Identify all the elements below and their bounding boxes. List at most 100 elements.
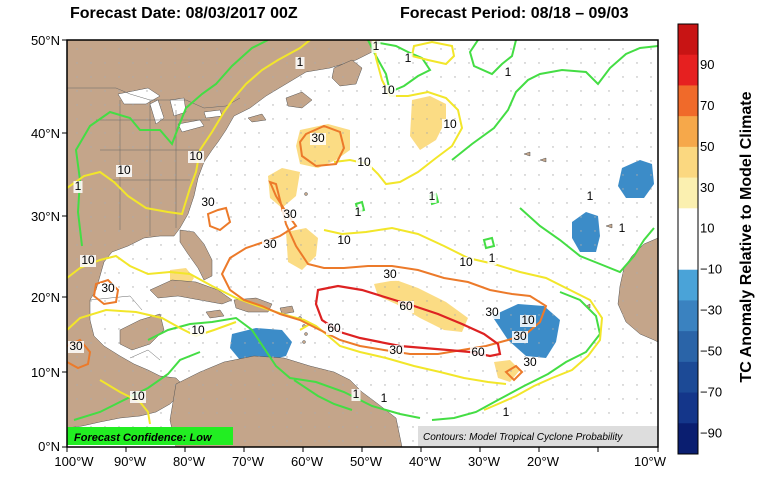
- contour-label: 30: [485, 305, 499, 319]
- contour-label: 10: [357, 155, 371, 169]
- contour-label: 60: [327, 321, 341, 335]
- colorbar-labels: 90 70 50 30 10 −10 −30 −50 −70 −90: [700, 57, 722, 440]
- contour-label-bg: [512, 331, 528, 343]
- contour-label-bg: [295, 57, 305, 69]
- contour-label: 1: [587, 189, 594, 203]
- colorbar-cell: [678, 423, 698, 455]
- contour-label: 1: [429, 189, 436, 203]
- lon-label-20w: 20°W: [527, 454, 560, 469]
- lat-label-20: 20°N: [31, 290, 60, 305]
- contour-label: 10: [443, 117, 457, 131]
- lat-label-10: 10°N: [31, 365, 60, 380]
- contour-label: 1: [355, 205, 362, 219]
- contours-note: Contours: Model Tropical Cyclone Probabi…: [418, 426, 658, 446]
- colorbar-cell: [678, 361, 698, 394]
- contour-labels: 1 1 1 1 1 1 1 1 1 1 1 1 1 10 10 10 10 10 10 10 10 10 10 10 30 30 3…: [68, 39, 627, 419]
- lon-label-90w: 90°W: [114, 454, 147, 469]
- contour-label-bg: [262, 239, 278, 251]
- latitude-labels: 0°N 10°N 20°N 30°N 40°N 50°N: [31, 33, 60, 454]
- lon-label-30w: 30°W: [468, 454, 501, 469]
- contour-label-bg: [68, 341, 84, 353]
- contour-label: 10: [189, 149, 203, 163]
- colorbar-cell: [678, 54, 698, 86]
- colorbar-label: −50: [700, 344, 722, 359]
- contour-label-bg: [356, 157, 372, 169]
- contour-label: 30: [311, 131, 325, 145]
- contour-label-bg: [617, 223, 627, 235]
- contour-label: 1: [353, 387, 360, 401]
- grid-pattern: [67, 40, 658, 447]
- lon-label-10w: 10°W: [634, 454, 667, 469]
- contour-label-bg: [487, 253, 497, 265]
- forecast-date-title: Forecast Date: 08/03/2017 00Z: [70, 5, 298, 22]
- contour-label: 10: [81, 253, 95, 267]
- contour-label-bg: [442, 119, 458, 131]
- contour-label: 30: [523, 355, 537, 369]
- contour-label: 30: [69, 339, 83, 353]
- contour-label-bg: [585, 191, 595, 203]
- contour-label: 30: [389, 343, 403, 357]
- lat-label-0: 0°N: [38, 439, 60, 454]
- contour-label: 1: [505, 65, 512, 79]
- contour-label: 30: [383, 267, 397, 281]
- contour-label: 1: [503, 405, 510, 419]
- lat-label-40: 40°N: [31, 126, 60, 141]
- contour-label-bg: [188, 151, 204, 163]
- colorbar-label: 50: [700, 139, 714, 154]
- contour-label: 30: [201, 195, 215, 209]
- contour-label: 1: [381, 391, 388, 405]
- lon-label-60w: 60°W: [291, 454, 324, 469]
- contour-label-bg: [73, 181, 83, 193]
- contour-label: 30: [263, 237, 277, 251]
- contour-label-bg: [522, 357, 538, 369]
- lon-label-100w: 100°W: [54, 454, 94, 469]
- colorbar-cell: [678, 85, 698, 117]
- contour-label-bg: [380, 85, 396, 97]
- contour-label-bg: [190, 325, 206, 337]
- colorbar-label: −10: [700, 262, 722, 277]
- lon-label-40w: 40°W: [409, 454, 442, 469]
- longitude-labels: 100°W 90°W 80°W 70°W 60°W 50°W 40°W 30°W…: [54, 454, 666, 469]
- contour-label-bg: [458, 257, 474, 269]
- colorbar-label: 70: [700, 98, 714, 113]
- contour-label-bg: [336, 235, 352, 247]
- contour-label-bg: [80, 255, 96, 267]
- lon-label-70w: 70°W: [232, 454, 265, 469]
- colorbar-cell: [678, 269, 698, 301]
- contour-60: [314, 284, 502, 358]
- contour-label-bg: [100, 283, 116, 295]
- contour-label-bg: [427, 191, 437, 203]
- axis-ticks: [62, 39, 659, 452]
- colorbar-label: −90: [700, 425, 722, 440]
- contour-label-bg: [130, 391, 146, 403]
- contour-label: 30: [283, 207, 297, 221]
- colorbar-cell: [678, 331, 698, 363]
- colorbar-cell: [678, 24, 698, 56]
- colorbar-label: −30: [700, 303, 722, 318]
- contour-label: 1: [75, 179, 82, 193]
- confidence-label: Forecast Confidence: Low: [74, 432, 213, 444]
- contour-label: 30: [513, 329, 527, 343]
- colorbar-label: 90: [700, 57, 714, 72]
- contour-label-bg: [282, 209, 298, 221]
- colorbar-cell: [678, 116, 698, 148]
- contour-label-bg: [310, 133, 326, 145]
- contour-label: 1: [373, 39, 380, 53]
- contour-label: 10: [521, 313, 535, 327]
- contour-label-bg: [353, 207, 363, 219]
- contour-label-bg: [379, 393, 389, 405]
- colorbar-title: TC Anomaly Relative to Model Climate: [738, 91, 755, 382]
- contour-label-bg: [200, 197, 216, 209]
- colorbar-cell: [678, 392, 698, 424]
- contour-label: 1: [489, 251, 496, 265]
- contour-label: 10: [459, 255, 473, 269]
- contour-label: 1: [405, 51, 412, 65]
- colorbar: 90 70 50 30 10 −10 −30 −50 −70 −90 TC Anomaly Rel…: [677, 23, 755, 455]
- contour-label: 10: [191, 323, 205, 337]
- contour-label: 1: [297, 55, 304, 69]
- colorbar-cell: [678, 208, 698, 240]
- colorbar-cell: [678, 146, 698, 179]
- colorbar-frame: [677, 23, 699, 455]
- contour-label-bg: [382, 269, 398, 281]
